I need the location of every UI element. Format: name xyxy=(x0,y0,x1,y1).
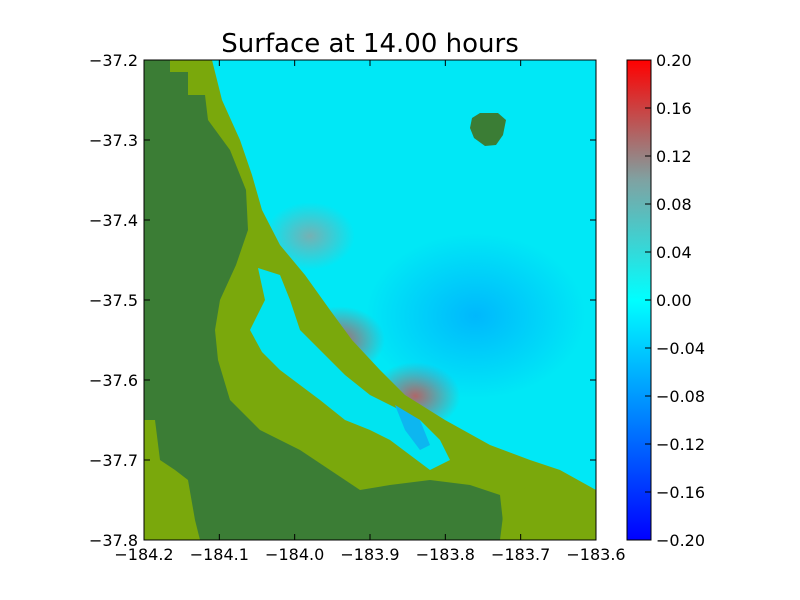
colorbar-tick-label: −0.16 xyxy=(656,483,705,502)
colorbar-tick-label: −0.08 xyxy=(656,387,705,406)
x-axis: −184.2 −184.1 −184.0 −183.9 −183.8 −183.7 −183… xyxy=(114,60,626,564)
x-tick-label: −183.6 xyxy=(566,545,625,564)
y-tick-label: −37.2 xyxy=(89,51,138,70)
colorbar-tick-label: 0.08 xyxy=(656,195,692,214)
heatmap-plot xyxy=(144,60,596,540)
y-tick-label: −37.4 xyxy=(89,211,138,230)
colorbar-tick-label: 0.20 xyxy=(656,51,692,70)
chart-title: Surface at 14.00 hours xyxy=(221,29,519,59)
y-tick-label: −37.3 xyxy=(89,131,138,150)
land-coastal xyxy=(144,60,596,540)
x-tick-label: −184.0 xyxy=(265,545,324,564)
colorbar-tick-label: −0.20 xyxy=(656,531,705,550)
y-axis: −37.2 −37.3 −37.4 −37.5 −37.6 −37.7 −37.8 xyxy=(89,51,596,550)
anomaly-high-0 xyxy=(264,202,355,270)
x-tick-label: −184.1 xyxy=(190,545,249,564)
colorbar-tick-label: 0.00 xyxy=(656,291,692,310)
x-tick-label: −183.7 xyxy=(491,545,550,564)
colorbar-tick-label: 0.04 xyxy=(656,243,692,262)
land-interior-west xyxy=(144,420,200,540)
y-tick-label: −37.7 xyxy=(89,451,138,470)
colorbar: 0.20 0.16 0.12 0.08 0.04 0.00 −0.04 −0.08 −0.12 −… xyxy=(626,51,705,550)
y-tick-label: −37.8 xyxy=(89,531,138,550)
colorbar-tick-label: −0.12 xyxy=(656,435,705,454)
harbour-water xyxy=(250,268,450,470)
harbour-water-inlet xyxy=(395,405,430,450)
anomaly-low-3 xyxy=(365,233,586,399)
x-tick-label: −183.9 xyxy=(340,545,399,564)
x-tick-label: −184.2 xyxy=(114,545,173,564)
colorbar-tick-label: 0.12 xyxy=(656,147,692,166)
colorbar-tick-label: 0.16 xyxy=(656,99,692,118)
island xyxy=(470,113,506,146)
y-tick-label: −37.5 xyxy=(89,291,138,310)
y-tick-label: −37.6 xyxy=(89,371,138,390)
colorbar-tick-label: −0.04 xyxy=(656,339,705,358)
land-interior xyxy=(144,60,505,540)
land-south-east xyxy=(500,480,596,540)
x-tick-label: −183.8 xyxy=(416,545,475,564)
colorbar-ticks: 0.20 0.16 0.12 0.08 0.04 0.00 −0.04 −0.08 −0.12 −… xyxy=(645,51,705,550)
